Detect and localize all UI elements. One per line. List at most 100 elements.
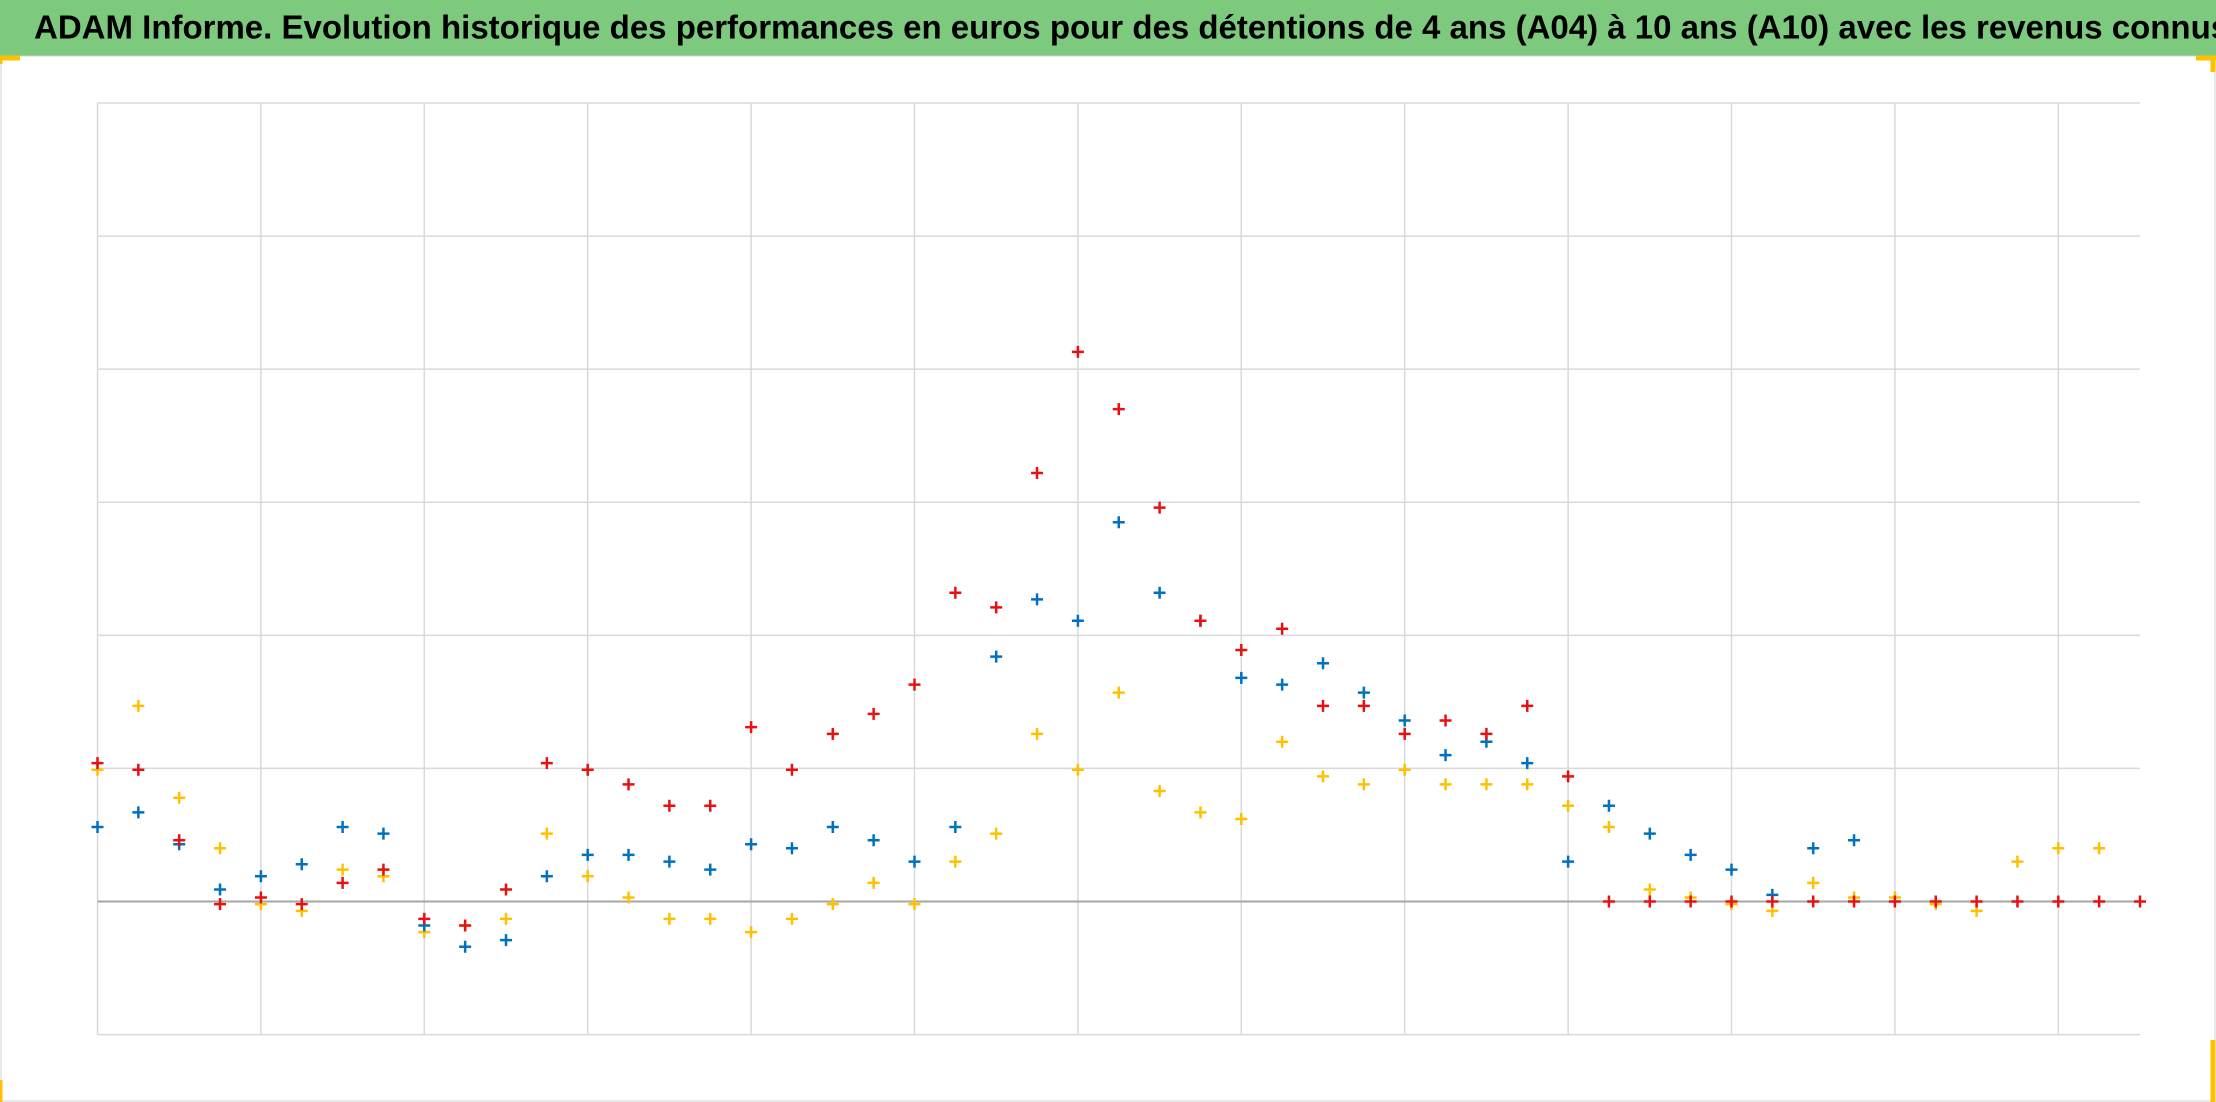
point: [1439, 778, 1452, 791]
point: [826, 727, 839, 740]
corner-mark: [2196, 55, 2216, 72]
point: [336, 876, 349, 889]
point: [867, 834, 880, 847]
point: [1766, 895, 1779, 908]
point: [1357, 778, 1370, 791]
point: [785, 842, 798, 855]
point: [1521, 757, 1534, 770]
point: [745, 838, 758, 851]
point: [336, 820, 349, 833]
point: [2134, 895, 2146, 908]
point: [500, 912, 512, 925]
point: [254, 891, 267, 904]
point: [622, 891, 635, 904]
point: [540, 827, 553, 840]
point: [1398, 714, 1411, 727]
point: [1439, 749, 1452, 762]
point: [663, 855, 676, 868]
point: [704, 799, 717, 812]
point: [1112, 403, 1125, 416]
point: [1725, 863, 1738, 876]
point: [1276, 735, 1289, 748]
point: [1725, 895, 1738, 908]
point: [622, 848, 635, 861]
point: [1398, 727, 1411, 740]
point: [949, 586, 962, 599]
point: [1357, 699, 1370, 712]
point: [1235, 671, 1248, 684]
point: [990, 601, 1003, 614]
point: [1643, 895, 1656, 908]
point: [1112, 686, 1125, 699]
point: [295, 898, 308, 911]
point: [1317, 770, 1329, 783]
point: [1317, 699, 1329, 712]
point: [2052, 895, 2065, 908]
point: [826, 820, 839, 833]
point: [540, 757, 553, 770]
point: [1807, 876, 1820, 889]
point: [1643, 827, 1656, 840]
point: [785, 912, 798, 925]
point: [540, 870, 553, 883]
point: [1071, 614, 1084, 627]
point: [1112, 516, 1125, 529]
point: [1807, 895, 1820, 908]
point: [1643, 883, 1656, 896]
point: [826, 898, 839, 911]
grid: [96, 102, 2140, 1036]
point: [1684, 848, 1697, 861]
point: [704, 912, 717, 925]
point: [459, 919, 472, 932]
point: [214, 883, 227, 896]
point: [1031, 727, 1044, 740]
point: [867, 707, 880, 720]
point: [745, 926, 758, 939]
point: [1562, 770, 1575, 783]
point: [2052, 842, 2065, 855]
point: [1602, 799, 1615, 812]
point: [1929, 895, 1942, 908]
point: [1317, 657, 1329, 670]
point: [990, 650, 1003, 663]
point: [908, 678, 921, 691]
point: [2011, 855, 2024, 868]
point: [1153, 586, 1166, 599]
point: [1194, 614, 1207, 627]
point: [745, 721, 758, 734]
frame: [0, 55, 2216, 1102]
point: [1276, 622, 1289, 635]
point: [1602, 820, 1615, 833]
point: [214, 898, 227, 911]
point: [377, 863, 390, 876]
point: [295, 858, 308, 871]
point: [1439, 714, 1452, 727]
point: [1071, 763, 1084, 776]
point: [1480, 778, 1493, 791]
point: [336, 863, 349, 876]
point: [132, 806, 145, 819]
point: [1848, 895, 1861, 908]
point: [1970, 895, 1983, 908]
point: [622, 778, 635, 791]
point: [1888, 895, 1901, 908]
point: [1235, 813, 1248, 826]
point: [459, 940, 472, 953]
point: [1602, 895, 1615, 908]
point: [1398, 763, 1411, 776]
title-bar: [0, 0, 2216, 56]
point: [663, 912, 676, 925]
point: [1276, 678, 1289, 691]
point: [1562, 855, 1575, 868]
point: [1562, 799, 1575, 812]
point: [1031, 466, 1044, 479]
point: [1684, 895, 1697, 908]
point: [663, 799, 676, 812]
point: [173, 834, 186, 847]
point: [132, 763, 145, 776]
point: [132, 699, 145, 712]
point: [1153, 501, 1166, 514]
point: [1521, 778, 1534, 791]
point: [1807, 842, 1820, 855]
